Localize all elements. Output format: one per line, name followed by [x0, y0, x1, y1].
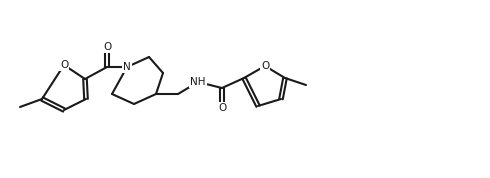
Text: O: O	[261, 61, 269, 71]
Text: O: O	[103, 42, 111, 52]
Text: NH: NH	[190, 77, 206, 87]
Text: N: N	[123, 62, 131, 72]
Text: O: O	[218, 103, 226, 113]
Text: O: O	[60, 60, 68, 70]
